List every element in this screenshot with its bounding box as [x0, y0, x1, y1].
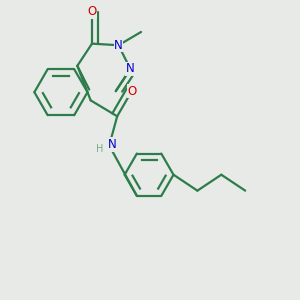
- Text: N: N: [126, 62, 135, 76]
- Text: N: N: [108, 138, 117, 151]
- Text: O: O: [87, 5, 97, 18]
- Text: H: H: [95, 144, 103, 154]
- Text: O: O: [127, 85, 136, 98]
- Text: N: N: [114, 39, 123, 52]
